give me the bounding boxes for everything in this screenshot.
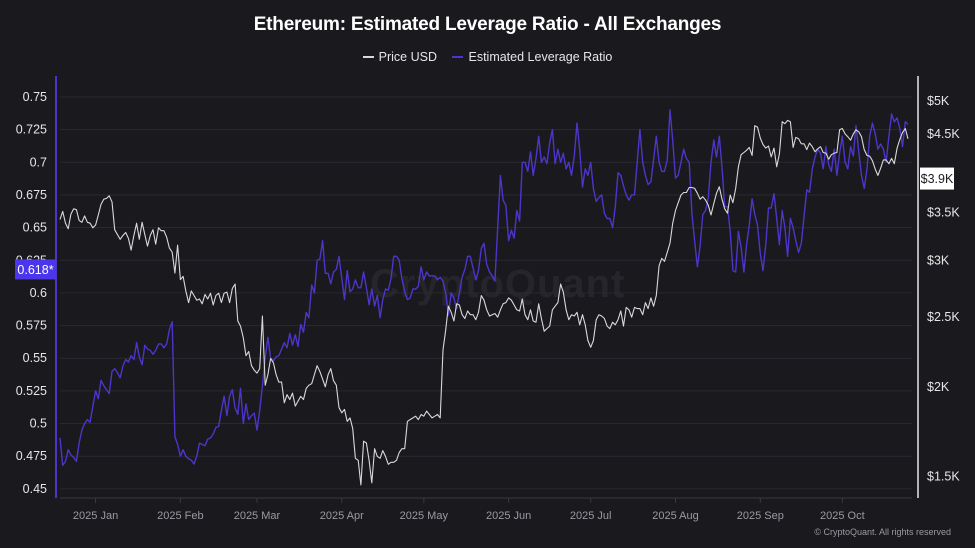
x-tick-label: 2025 Jul	[570, 510, 612, 522]
current-leverage-badge	[15, 259, 56, 280]
series-line-leverage-ratio	[59, 109, 909, 466]
y-left-tick-label: 0.5	[30, 417, 47, 431]
x-tick-label: 2025 Feb	[157, 510, 203, 522]
y-right-tick-label: $2.5K	[927, 310, 960, 324]
legend-label-price: Price USD	[378, 50, 437, 64]
y-right-tick-label: $4.5K	[927, 127, 960, 141]
y-left-tick-label: 0.575	[16, 319, 47, 333]
current-leverage-label: 0.618*	[17, 263, 53, 277]
legend-label-leverage: Estimated Leverage Ratio	[468, 50, 613, 64]
x-tick-label: 2025 Apr	[320, 510, 364, 522]
x-tick-label: 2025 Jan	[73, 510, 118, 522]
y-right-tick-label: $1.5K	[927, 469, 960, 483]
y-left-tick-label: 0.675	[16, 188, 47, 202]
y-left-tick-label: 0.7	[30, 155, 47, 169]
x-tick-label: 2025 Oct	[820, 510, 865, 522]
chart-legend: Price USD Estimated Leverage Ratio	[0, 47, 975, 64]
x-tick-label: 2025 Aug	[652, 510, 699, 522]
y-left-tick-label: 0.55	[23, 351, 47, 365]
y-right-tick-label: $3K	[927, 253, 950, 267]
y-left-tick-label: 0.75	[23, 90, 47, 104]
y-left-tick-label: 0.525	[16, 384, 47, 398]
legend-item-leverage[interactable]: Estimated Leverage Ratio	[452, 50, 612, 64]
legend-item-price[interactable]: Price USD	[362, 50, 437, 64]
current-price-label: $3.9K	[921, 172, 954, 186]
series-line-price-usd	[59, 119, 909, 486]
y-right-tick-label: $5K	[927, 94, 950, 108]
legend-swatch-price	[362, 56, 374, 58]
current-price-badge	[920, 167, 954, 190]
watermark: CryptoQuant	[370, 262, 626, 306]
y-left-tick-label: 0.725	[16, 123, 47, 137]
x-tick-label: 2025 Sep	[737, 510, 784, 522]
y-left-tick-label: 0.6	[30, 286, 47, 300]
copyright-text: © CryptoQuant. All rights reserved	[814, 527, 951, 537]
x-tick-label: 2025 May	[400, 510, 449, 522]
chart-title: Ethereum: Estimated Leverage Ratio - All…	[253, 14, 722, 35]
x-tick-label: 2025 Jun	[486, 510, 531, 522]
y-left-tick-label: 0.475	[16, 449, 47, 463]
y-left-tick-label: 0.65	[23, 221, 47, 235]
y-left-tick-label: 0.45	[23, 482, 47, 496]
x-tick-label: 2025 Mar	[234, 510, 281, 522]
legend-swatch-leverage	[452, 56, 464, 58]
y-right-tick-label: $2K	[927, 380, 950, 394]
y-right-tick-label: $3.5K	[927, 205, 960, 219]
